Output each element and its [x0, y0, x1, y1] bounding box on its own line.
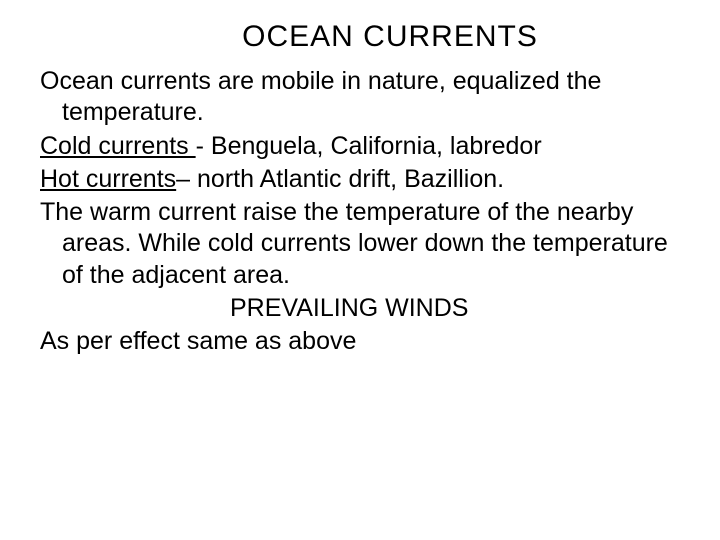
warm-current-paragraph: The warm current raise the temperature o…: [40, 197, 680, 291]
last-line: As per effect same as above: [40, 326, 680, 357]
hot-currents-text: – north Atlantic drift, Bazillion.: [176, 165, 504, 193]
cold-currents-line: Cold currents - Benguela, California, la…: [40, 131, 680, 162]
cold-currents-text: - Benguela, California, labredor: [196, 132, 542, 160]
hot-currents-label: Hot currents: [40, 165, 176, 193]
hot-currents-line: Hot currents– north Atlantic drift, Bazi…: [40, 164, 680, 195]
page-title: OCEAN CURRENTS: [100, 20, 680, 54]
content-block: Ocean currents are mobile in nature, equ…: [40, 66, 680, 357]
intro-paragraph: Ocean currents are mobile in nature, equ…: [40, 66, 680, 129]
cold-currents-label: Cold currents: [40, 132, 196, 160]
subheading-winds: PREVAILING WINDS: [40, 293, 680, 324]
